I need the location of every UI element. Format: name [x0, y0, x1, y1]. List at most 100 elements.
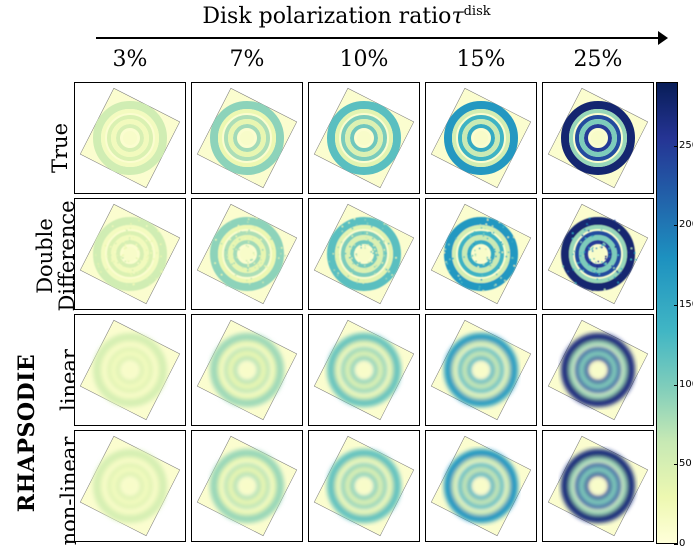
noise-speckle [264, 265, 266, 267]
noise-speckle [351, 257, 353, 259]
noise-speckle [582, 255, 585, 257]
noise-speckle [247, 263, 249, 266]
noise-speckle [474, 240, 477, 243]
colorbar-tick-label: 250 [679, 140, 693, 151]
noise-speckle [583, 228, 586, 231]
noise-speckle [135, 257, 138, 259]
noise-speckle [367, 244, 369, 246]
noise-speckle [498, 267, 500, 269]
noise-speckle [260, 238, 262, 241]
noise-speckle [392, 275, 394, 277]
noise-speckle [483, 232, 485, 235]
noise-speckle [378, 240, 380, 242]
noise-speckle [268, 254, 271, 256]
noise-speckle [348, 222, 350, 224]
noise-speckle [255, 217, 258, 219]
colorbar-tick [674, 305, 678, 306]
noise-speckle [340, 241, 343, 243]
noise-speckle [146, 256, 148, 259]
noise-speckle [511, 240, 514, 243]
noise-speckle [370, 226, 373, 228]
image-panel [191, 82, 303, 194]
noise-speckle [501, 243, 504, 245]
noise-speckle [250, 277, 253, 280]
noise-speckle [123, 247, 126, 250]
noise-speckle [360, 247, 362, 249]
noise-speckle [253, 262, 256, 264]
image-panel [308, 82, 420, 194]
noise-speckle [562, 265, 564, 268]
noise-speckle [480, 227, 483, 229]
noise-speckle [485, 223, 488, 226]
noise-speckle [157, 252, 159, 254]
noise-speckle [603, 263, 606, 265]
noise-speckle [328, 260, 331, 263]
noise-speckle [120, 255, 122, 258]
image-panel [542, 82, 654, 194]
noise-speckle [492, 231, 495, 234]
noise-speckle [215, 239, 217, 241]
disk-image [79, 435, 181, 537]
noise-speckle [487, 258, 489, 261]
colorbar-tick-label: 200 [679, 219, 693, 230]
noise-speckle [254, 266, 256, 269]
noise-speckle [329, 251, 331, 253]
disk-ring [107, 347, 153, 393]
noise-speckle [486, 219, 489, 221]
disk-image [430, 203, 532, 305]
noise-speckle [373, 266, 376, 268]
noise-speckle [385, 252, 387, 255]
image-panel [308, 430, 420, 542]
noise-speckle [375, 252, 378, 254]
noise-speckle [588, 217, 591, 220]
noise-speckle [357, 279, 360, 281]
noise-speckle [252, 226, 254, 228]
noise-speckle [581, 234, 584, 237]
noise-speckle [595, 247, 598, 250]
colorbar-tick-label: 0 [679, 538, 686, 549]
noise-speckle [619, 272, 622, 274]
disk-ring [233, 472, 261, 500]
noise-speckle [155, 277, 157, 280]
noise-speckle [507, 251, 510, 254]
disk-ring [107, 231, 153, 277]
noise-speckle [109, 246, 112, 248]
noise-speckle [495, 273, 498, 276]
disk-image [196, 435, 298, 537]
noise-speckle [482, 263, 485, 266]
noise-speckle [479, 224, 482, 226]
noise-speckle [571, 237, 574, 240]
noise-speckle [249, 269, 251, 272]
noise-speckle [225, 284, 228, 287]
noise-speckle [482, 235, 485, 237]
noise-speckle [146, 277, 148, 280]
noise-speckle [630, 258, 632, 261]
noise-speckle [486, 258, 488, 260]
noise-speckle [365, 236, 368, 239]
disk-ring [561, 449, 635, 523]
noise-speckle [383, 240, 385, 242]
noise-speckle [236, 256, 238, 259]
noise-speckle [633, 252, 636, 254]
noise-speckle [366, 222, 369, 225]
noise-speckle [579, 255, 582, 257]
noise-speckle [247, 270, 249, 272]
noise-speckle [605, 262, 607, 265]
disk-ring [327, 333, 401, 407]
noise-speckle [145, 249, 148, 251]
noise-speckle [452, 257, 454, 260]
noise-speckle [385, 268, 388, 271]
noise-speckle [505, 255, 508, 258]
disk-image [430, 435, 532, 537]
disk-image [547, 319, 649, 421]
noise-speckle [126, 284, 128, 286]
disk-ring [575, 231, 621, 277]
noise-speckle [614, 246, 617, 248]
noise-speckle [580, 241, 582, 243]
noise-speckle [484, 227, 486, 230]
noise-speckle [122, 265, 125, 267]
noise-speckle [351, 235, 354, 237]
noise-speckle [100, 271, 102, 273]
image-panel [74, 314, 186, 426]
noise-speckle [571, 232, 574, 234]
